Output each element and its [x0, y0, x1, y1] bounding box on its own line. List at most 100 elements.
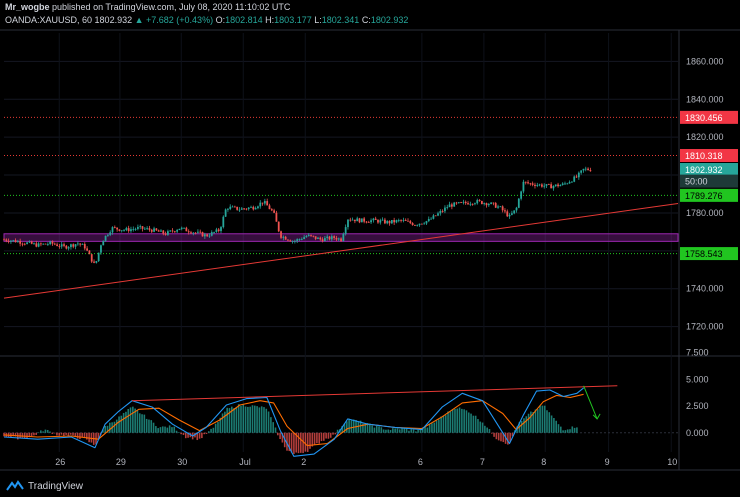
candle-body — [407, 220, 409, 222]
histogram-bar — [366, 423, 369, 433]
histogram-bar — [132, 406, 134, 433]
price-label-box — [680, 163, 738, 177]
candle-body — [506, 211, 509, 217]
candle-body — [312, 235, 315, 237]
histogram-bar — [309, 432, 311, 449]
y-tick-label: 1740.000 — [686, 284, 724, 294]
histogram-bar — [470, 413, 472, 433]
candle-body — [367, 222, 370, 223]
y-tick-label: 1860.000 — [686, 56, 724, 66]
candle-body — [450, 204, 453, 207]
histogram-bar — [90, 432, 93, 443]
histogram-bar — [451, 409, 454, 433]
histogram-bar — [138, 413, 141, 433]
histogram-bar — [136, 410, 139, 433]
histogram-bar — [316, 432, 318, 444]
candle-body — [515, 207, 518, 211]
histogram-bar — [81, 432, 84, 438]
candle-body — [291, 241, 294, 242]
histogram-bar — [49, 431, 51, 433]
candle-body — [143, 228, 146, 230]
candle-body — [453, 202, 456, 207]
down-arrow-shaft — [583, 385, 598, 420]
candle-body — [430, 218, 432, 220]
candle-body — [139, 226, 142, 228]
candle-body — [40, 243, 42, 245]
histogram-bar — [495, 432, 498, 440]
candle-body — [183, 227, 185, 229]
candle-body — [335, 237, 338, 240]
histogram-bar — [539, 405, 541, 433]
histogram-bar — [557, 424, 560, 433]
candle-body — [534, 184, 536, 186]
histogram-bar — [320, 432, 323, 442]
candle-body — [157, 230, 160, 232]
histogram-bar — [543, 405, 546, 433]
histogram-bar — [534, 409, 537, 433]
candle-body — [192, 232, 195, 234]
histogram-bar — [272, 422, 274, 433]
histogram-bar — [270, 417, 272, 433]
candle-body — [67, 247, 70, 249]
histogram-bar — [484, 425, 486, 433]
histogram-bar — [76, 432, 79, 439]
histogram-bar — [536, 409, 539, 433]
candle-body — [446, 207, 449, 208]
candle-body — [328, 236, 331, 240]
macd-line — [3, 387, 584, 457]
histogram-bar — [576, 427, 578, 433]
histogram-bar — [182, 432, 185, 436]
candle-body — [326, 236, 329, 239]
candle-body — [127, 228, 130, 232]
histogram-bar — [562, 430, 564, 433]
histogram-bar — [155, 426, 157, 433]
candle-body — [3, 239, 5, 241]
candle-body — [227, 208, 229, 210]
candle-body — [273, 210, 276, 213]
candle-body — [199, 231, 202, 233]
histogram-bar — [221, 413, 224, 433]
histogram-bar — [26, 432, 28, 439]
price-change: ▲ +7.682 (+0.43%) — [134, 15, 214, 25]
candle-body — [448, 204, 451, 208]
candle-body — [169, 230, 172, 232]
candle-body — [23, 243, 26, 245]
candle-body — [164, 233, 167, 235]
candle-body — [372, 218, 375, 221]
histogram-bar — [159, 427, 162, 433]
histogram-bar — [228, 408, 231, 433]
candle-body — [360, 218, 363, 223]
candle-body — [247, 207, 250, 210]
oscillator-trendline — [132, 385, 618, 402]
histogram-bar — [371, 425, 373, 433]
histogram-bar — [408, 430, 410, 433]
histogram-bar — [224, 411, 226, 433]
osc-tick-label: 0.000 — [686, 428, 709, 438]
candle-body — [28, 241, 31, 243]
histogram-bar — [550, 415, 553, 433]
histogram-bar — [343, 423, 346, 433]
candle-body — [236, 206, 239, 210]
candle-body — [113, 227, 116, 228]
open-value: 1802.814 — [225, 15, 263, 25]
candle-body — [469, 203, 472, 205]
candle-body — [167, 231, 169, 235]
candle-body — [377, 219, 379, 223]
candle-body — [268, 205, 271, 210]
support-trendline — [3, 202, 679, 299]
tradingview-branding[interactable]: TradingView — [6, 478, 83, 494]
histogram-bar — [477, 419, 479, 433]
histogram-bar — [382, 429, 385, 433]
brand-name: TradingView — [28, 480, 84, 492]
histogram-bar — [369, 423, 371, 433]
candle-body — [492, 202, 495, 204]
candle-body — [568, 182, 571, 184]
histogram-bar — [474, 415, 477, 433]
histogram-bar — [141, 414, 143, 433]
histogram-bar — [493, 432, 495, 437]
histogram-bar — [152, 422, 155, 433]
histogram-bar — [389, 430, 392, 433]
histogram-bar — [458, 407, 461, 433]
histogram-bar — [253, 405, 256, 433]
